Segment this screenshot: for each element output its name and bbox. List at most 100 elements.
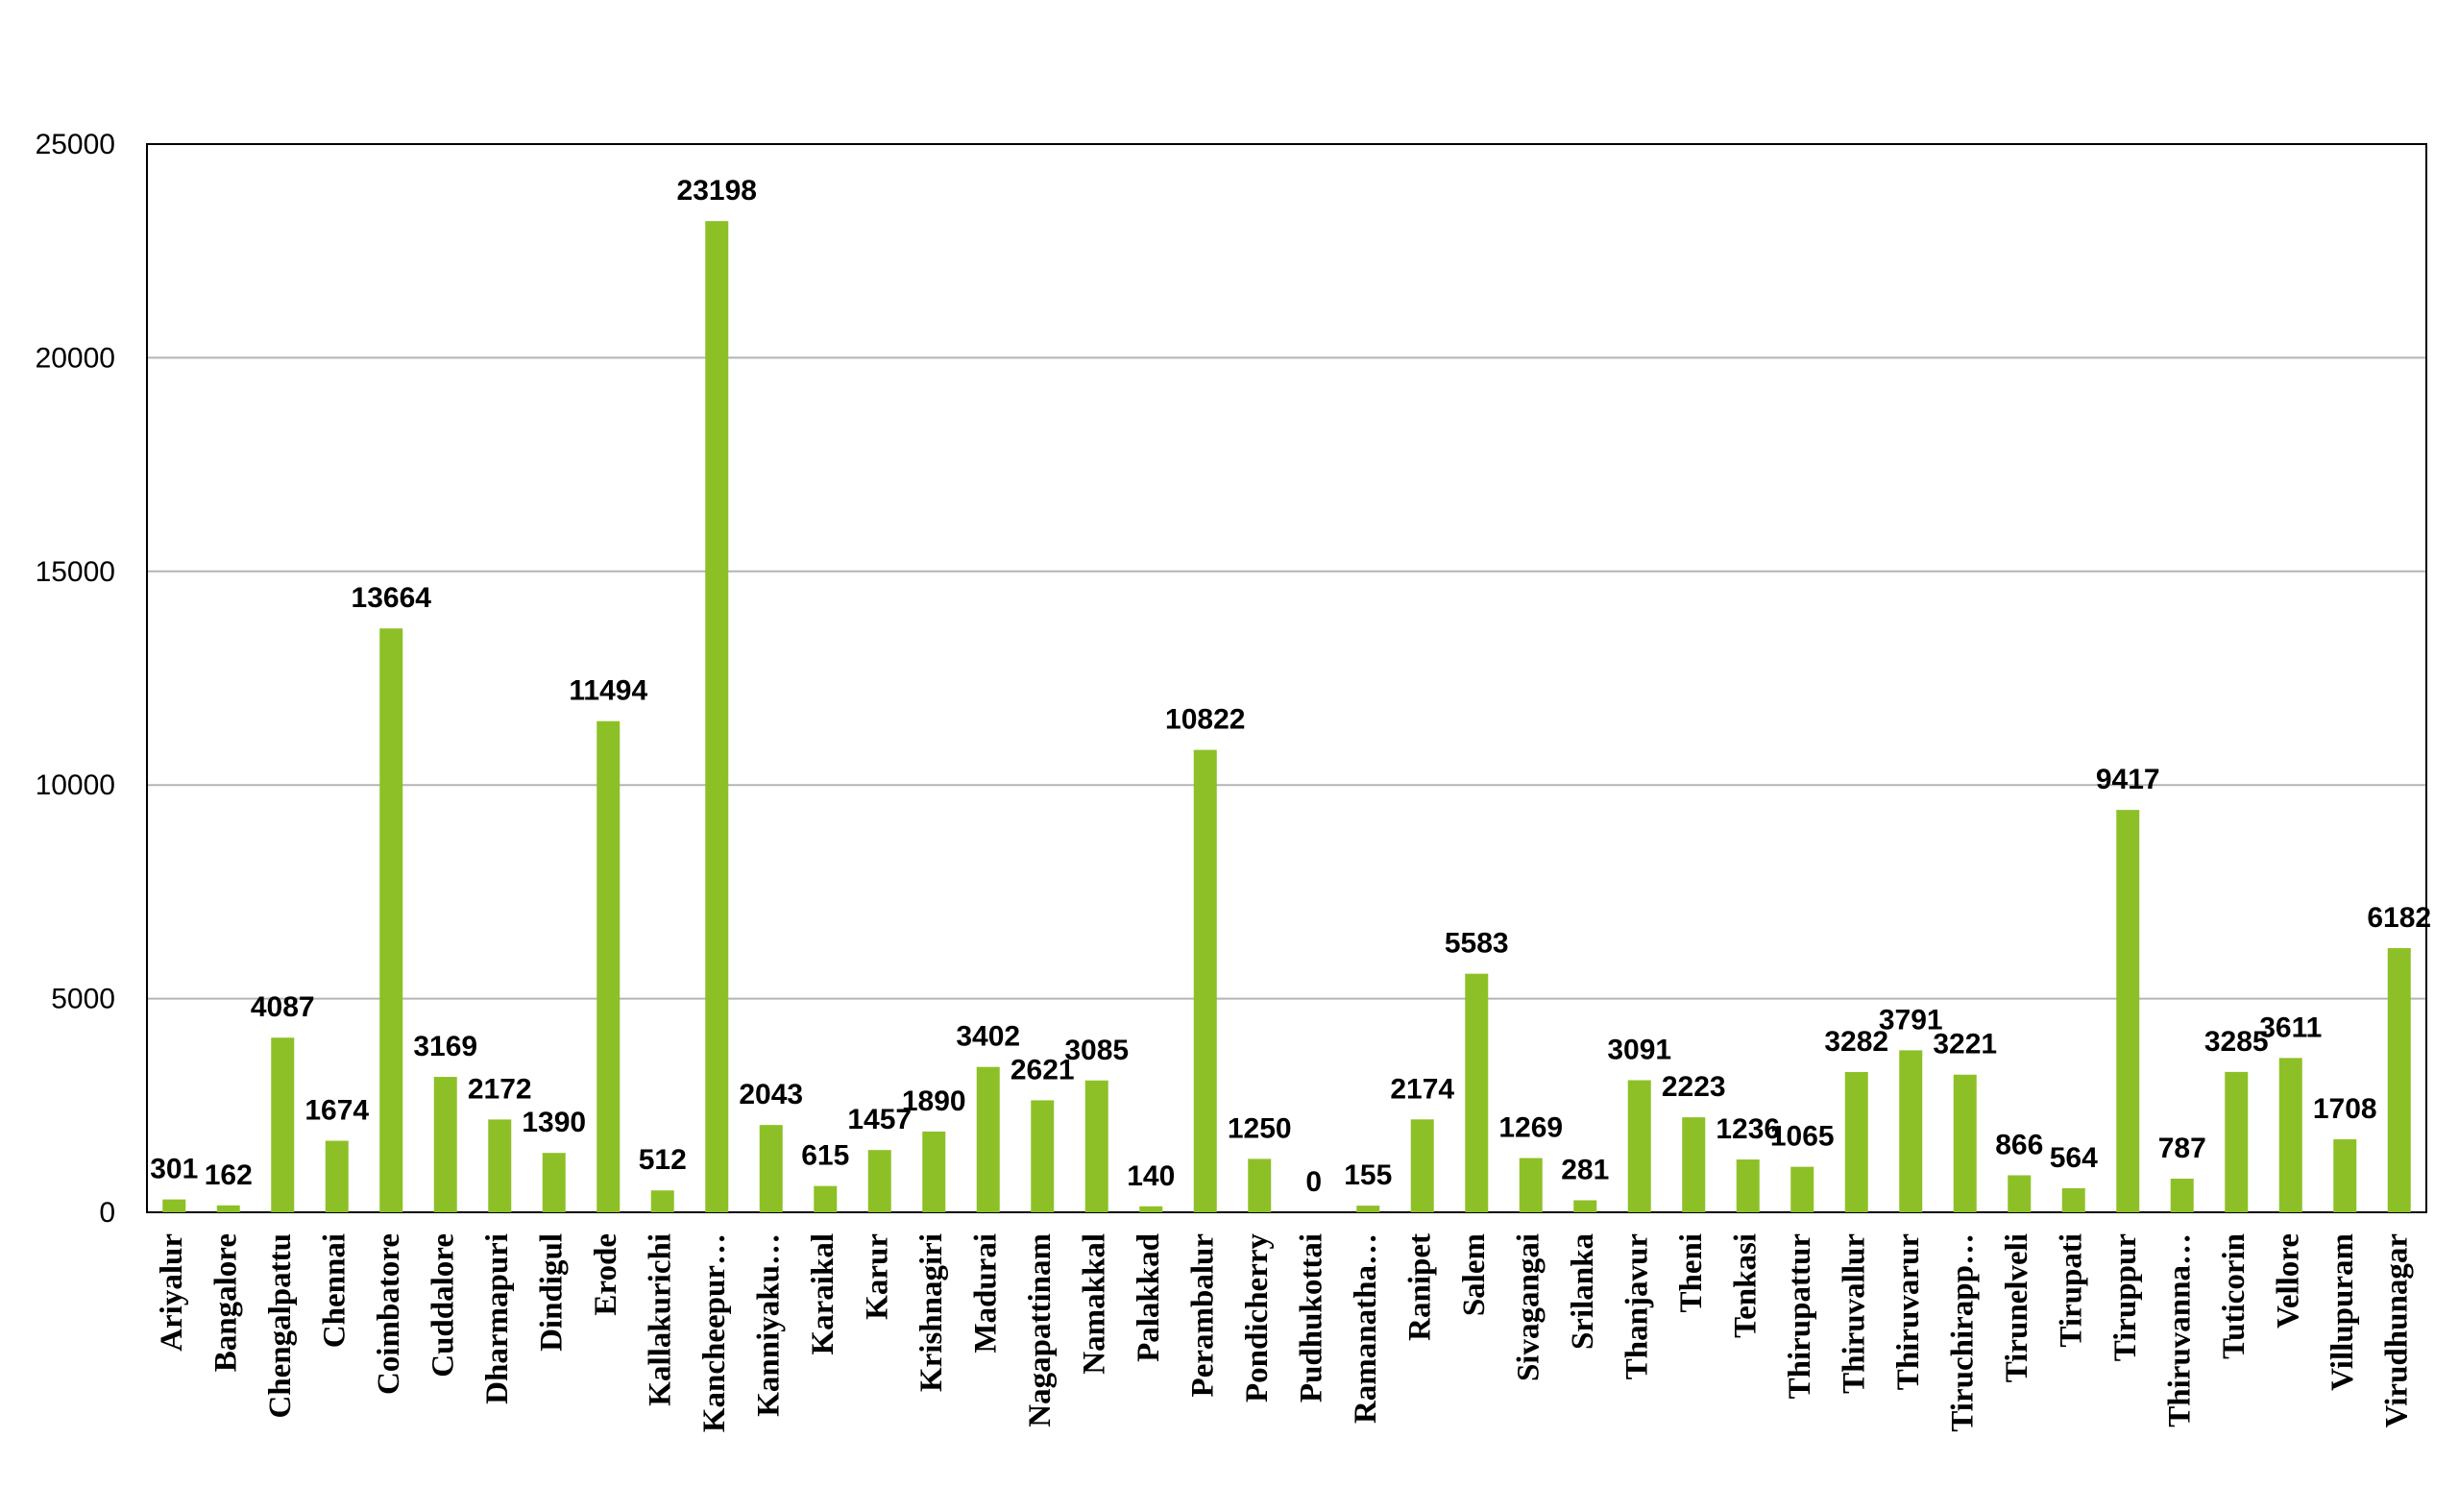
data-label: 9417 — [2096, 764, 2160, 795]
x-tick-label: Virudhunagar — [2379, 1233, 2414, 1427]
data-label: 155 — [1344, 1159, 1392, 1191]
data-label: 2172 — [468, 1073, 532, 1105]
x-tick-label: Tiruchirapp… — [1945, 1233, 1980, 1432]
y-tick-label: 20000 — [36, 342, 115, 374]
data-label: 23198 — [677, 175, 757, 207]
data-label: 1390 — [522, 1107, 586, 1138]
x-tick-label: Tenkasi — [1728, 1233, 1763, 1338]
bar — [271, 1037, 295, 1212]
data-label: 3285 — [2204, 1026, 2269, 1058]
data-label: 512 — [639, 1144, 687, 1176]
bar — [1573, 1200, 1597, 1212]
data-label: 5583 — [1445, 928, 1509, 960]
bar — [162, 1199, 186, 1212]
x-tick-label: Karur — [860, 1233, 894, 1320]
data-label: 1065 — [1770, 1121, 1835, 1153]
data-label: 1269 — [1498, 1112, 1563, 1144]
data-label: 162 — [205, 1159, 253, 1191]
x-tick-label: Thanjavur — [1619, 1233, 1654, 1379]
x-tick-label: Villupuram — [2325, 1233, 2360, 1391]
bar — [2225, 1071, 2249, 1212]
data-label: 3791 — [1879, 1004, 1943, 1036]
bar — [596, 720, 621, 1212]
x-tick-label: Thiruvanna… — [2162, 1233, 2197, 1427]
bar — [2333, 1139, 2357, 1212]
x-tick-label: Nagapattinam — [1023, 1233, 1058, 1427]
data-label: 615 — [801, 1140, 849, 1172]
x-tick-label: Thiruvarur — [1891, 1233, 1926, 1390]
bar — [922, 1131, 946, 1212]
bar — [1193, 749, 1217, 1212]
data-label: 3282 — [1824, 1026, 1888, 1058]
bar — [1139, 1206, 1163, 1212]
data-label: 140 — [1127, 1160, 1175, 1192]
bar — [1031, 1100, 1055, 1212]
x-tick-label: Ranipet — [1402, 1233, 1437, 1341]
data-label: 6182 — [2367, 902, 2431, 934]
y-tick-label: 10000 — [36, 769, 115, 801]
bar — [976, 1066, 1000, 1212]
x-tick-label: Vellore — [2271, 1233, 2305, 1329]
x-tick-label: Kallakurichi — [643, 1233, 677, 1406]
x-tick-label: Kancheepur… — [697, 1233, 732, 1432]
x-tick-label: Madurai — [968, 1233, 1003, 1353]
y-tick-label: 0 — [99, 1197, 115, 1229]
bar — [2116, 810, 2140, 1212]
bar — [2387, 948, 2411, 1212]
x-tick-label: Erode — [589, 1233, 623, 1316]
data-label: 3091 — [1607, 1035, 1671, 1066]
data-label: 3085 — [1064, 1035, 1129, 1066]
x-tick-label: Salem — [1457, 1233, 1492, 1316]
x-tick-label: Sivagangai — [1511, 1233, 1546, 1381]
bar — [488, 1119, 512, 1212]
bar — [1519, 1158, 1543, 1212]
data-label: 3221 — [1933, 1029, 1997, 1061]
data-label: 11494 — [569, 675, 647, 707]
bar — [1736, 1159, 1760, 1212]
bar — [325, 1140, 349, 1212]
bar — [1410, 1119, 1434, 1212]
x-tick-label: Ramanatha… — [1349, 1233, 1383, 1424]
data-label: 866 — [1995, 1129, 2043, 1160]
x-tick-label: Dindigul — [534, 1233, 569, 1352]
bar — [650, 1190, 674, 1212]
bar — [1465, 973, 1489, 1212]
bar — [2008, 1175, 2032, 1212]
data-label: 3611 — [2259, 1012, 2322, 1043]
bar — [1899, 1050, 1923, 1212]
bar — [1790, 1166, 1814, 1212]
bar — [705, 221, 729, 1212]
data-label: 1236 — [1716, 1113, 1780, 1145]
x-tick-label: Pudhukottai — [1294, 1233, 1328, 1402]
data-label: 1708 — [2313, 1093, 2377, 1125]
x-tick-label: Thiruvallur — [1837, 1233, 1871, 1394]
plot-frame — [146, 143, 2427, 1213]
x-tick-label: Palakkad — [1132, 1233, 1166, 1362]
data-label: 2174 — [1390, 1073, 1454, 1105]
bar — [1356, 1206, 1380, 1212]
data-label: 564 — [2050, 1142, 2098, 1174]
x-tick-label: Cuddalore — [426, 1233, 460, 1378]
bar — [2170, 1178, 2194, 1212]
data-label: 4087 — [251, 991, 315, 1023]
x-tick-label: Tirunelveli — [2000, 1233, 2034, 1382]
bar — [2278, 1058, 2302, 1212]
x-tick-label: Srilanka — [1566, 1233, 1600, 1350]
bar — [1627, 1080, 1651, 1212]
y-tick-label: 15000 — [36, 556, 115, 588]
x-tick-label: Bangalore — [208, 1233, 243, 1372]
bar — [759, 1125, 783, 1212]
data-label: 13664 — [352, 582, 432, 614]
bar — [814, 1185, 838, 1212]
y-tick-label: 5000 — [51, 984, 115, 1015]
x-tick-label: Tuticorin — [2217, 1233, 2252, 1359]
x-tick-label: Namakkal — [1077, 1233, 1111, 1375]
x-tick-label: Perambalur — [1185, 1233, 1220, 1397]
x-tick-label: Pondicherry — [1240, 1233, 1275, 1402]
bar — [1248, 1158, 1272, 1212]
bar — [433, 1077, 457, 1212]
bar — [2061, 1187, 2085, 1212]
data-label: 1250 — [1228, 1112, 1292, 1144]
x-tick-label: Ariyalur — [155, 1233, 189, 1352]
